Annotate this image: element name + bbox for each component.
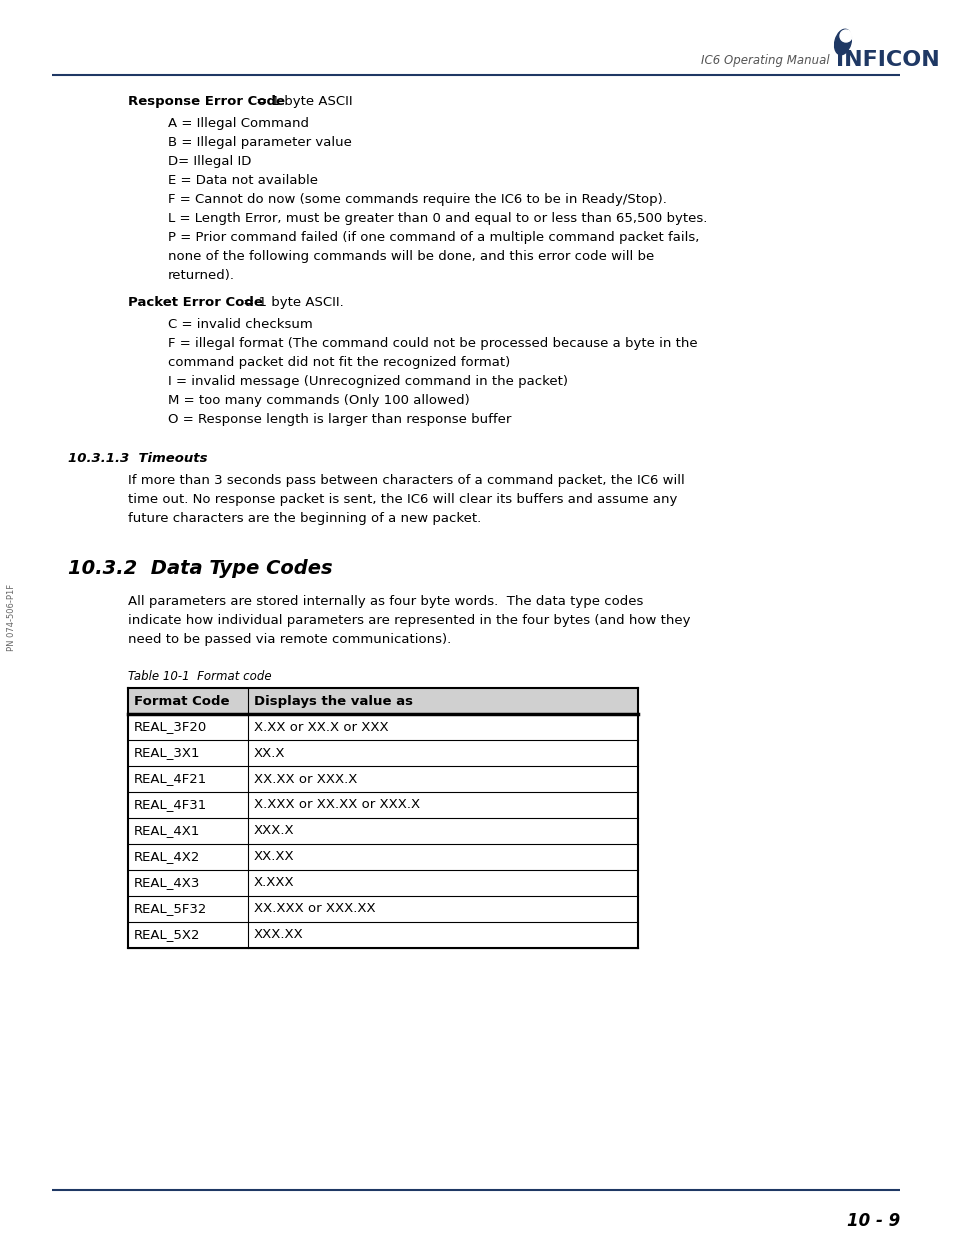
Text: Table 10-1  Format code: Table 10-1 Format code [128, 671, 272, 683]
Circle shape [840, 30, 851, 42]
Text: time out. No response packet is sent, the IC6 will clear its buffers and assume : time out. No response packet is sent, th… [128, 493, 677, 506]
Text: E = Data not available: E = Data not available [168, 174, 317, 186]
Text: X.XX or XX.X or XXX: X.XX or XX.X or XXX [253, 720, 388, 734]
Text: L = Length Error, must be greater than 0 and equal to or less than 65,500 bytes.: L = Length Error, must be greater than 0… [168, 212, 706, 225]
Text: REAL_4X1: REAL_4X1 [133, 825, 200, 837]
Text: 10.3.1.3  Timeouts: 10.3.1.3 Timeouts [68, 452, 208, 466]
Text: X.XXX: X.XXX [253, 877, 294, 889]
Text: Displays the value as: Displays the value as [253, 694, 413, 708]
Text: XX.XX: XX.XX [253, 851, 294, 863]
Text: M = too many commands (Only 100 allowed): M = too many commands (Only 100 allowed) [168, 394, 469, 408]
Text: O = Response length is larger than response buffer: O = Response length is larger than respo… [168, 412, 511, 426]
Text: REAL_4X2: REAL_4X2 [133, 851, 200, 863]
Text: All parameters are stored internally as four byte words.  The data type codes: All parameters are stored internally as … [128, 595, 642, 608]
Text: If more than 3 seconds pass between characters of a command packet, the IC6 will: If more than 3 seconds pass between char… [128, 474, 684, 487]
Text: F = illegal format (The command could not be processed because a byte in the: F = illegal format (The command could no… [168, 337, 697, 350]
Text: REAL_5F32: REAL_5F32 [133, 903, 207, 915]
Bar [128, 688, 638, 714]
Text: C = invalid checksum: C = invalid checksum [168, 317, 313, 331]
Text: Response Error Code: Response Error Code [128, 95, 285, 107]
Text: indicate how individual parameters are represented in the four bytes (and how th: indicate how individual parameters are r… [128, 614, 690, 627]
Text: returned).: returned). [168, 269, 234, 282]
Text: INFICON: INFICON [836, 49, 939, 70]
Text: = 1 byte ASCII.: = 1 byte ASCII. [239, 296, 344, 309]
Text: X.XXX or XX.XX or XXX.X: X.XXX or XX.XX or XXX.X [253, 799, 419, 811]
Text: Format Code: Format Code [133, 694, 230, 708]
Text: IC6 Operating Manual: IC6 Operating Manual [700, 53, 829, 67]
Text: XXX.XX: XXX.XX [253, 929, 303, 941]
Text: REAL_3F20: REAL_3F20 [133, 720, 207, 734]
Text: REAL_4F21: REAL_4F21 [133, 773, 207, 785]
Text: PN 074-506-P1F: PN 074-506-P1F [8, 584, 16, 651]
Text: command packet did not fit the recognized format): command packet did not fit the recognize… [168, 356, 510, 369]
Text: XX.X: XX.X [253, 746, 285, 760]
Text: D= Illegal ID: D= Illegal ID [168, 156, 251, 168]
Text: future characters are the beginning of a new packet.: future characters are the beginning of a… [128, 513, 480, 525]
Text: 10 - 9: 10 - 9 [846, 1212, 899, 1230]
Text: 10.3.2  Data Type Codes: 10.3.2 Data Type Codes [68, 559, 333, 578]
Text: XX.XXX or XXX.XX: XX.XXX or XXX.XX [253, 903, 375, 915]
Ellipse shape [834, 30, 850, 54]
Text: REAL_5X2: REAL_5X2 [133, 929, 200, 941]
Text: need to be passed via remote communications).: need to be passed via remote communicati… [128, 634, 451, 646]
Text: Packet Error Code: Packet Error Code [128, 296, 263, 309]
Text: I = invalid message (Unrecognized command in the packet): I = invalid message (Unrecognized comman… [168, 375, 567, 388]
Text: XX.XX or XXX.X: XX.XX or XXX.X [253, 773, 357, 785]
Text: P = Prior command failed (if one command of a multiple command packet fails,: P = Prior command failed (if one command… [168, 231, 699, 245]
Text: B = Illegal parameter value: B = Illegal parameter value [168, 136, 352, 149]
Text: F = Cannot do now (some commands require the IC6 to be in Ready/Stop).: F = Cannot do now (some commands require… [168, 193, 666, 206]
Text: = 1 byte ASCII: = 1 byte ASCII [253, 95, 353, 107]
Text: REAL_4F31: REAL_4F31 [133, 799, 207, 811]
Text: REAL_4X3: REAL_4X3 [133, 877, 200, 889]
Text: A = Illegal Command: A = Illegal Command [168, 117, 309, 130]
Text: none of the following commands will be done, and this error code will be: none of the following commands will be d… [168, 249, 654, 263]
Text: REAL_3X1: REAL_3X1 [133, 746, 200, 760]
Text: XXX.X: XXX.X [253, 825, 294, 837]
